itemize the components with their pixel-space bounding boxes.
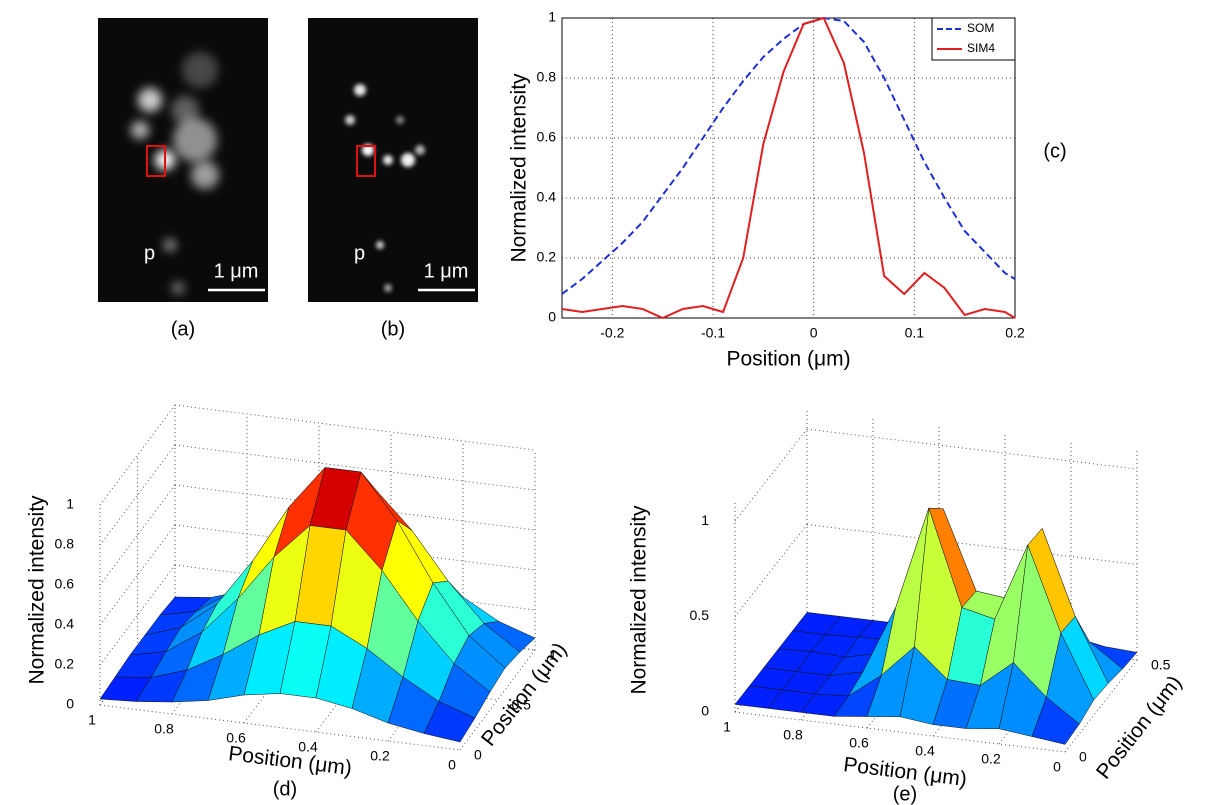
x-tick-label: 0.1 [905,325,925,341]
z-tick-label: 0.6 [55,576,75,592]
y-tick-label: 0 [548,309,556,325]
grid-line [99,704,461,751]
fluorescence-spot [138,88,162,112]
grid-line [174,524,536,571]
legend-label: SOM [967,21,994,35]
y-tick-label: 1 [549,647,557,663]
series-line [561,16,1016,320]
x-tick-label: 0.2 [1005,325,1025,341]
fluorescence-spot [345,115,355,125]
grid-line [734,524,808,617]
panel-label: (a) [171,318,195,340]
roi-box [356,145,376,177]
x-tick-label: 0 [810,325,818,341]
x-tick-label: 1 [88,712,96,728]
x-axis-label: Position (μm) [726,348,850,371]
z-tick-label: 0 [701,703,709,719]
z-tick-label: 1 [66,496,74,512]
scale-bar-label: 1 μm [214,260,259,282]
grid-line [174,564,536,611]
surface-patch [1031,696,1080,745]
y-tick-label: 0.6 [537,129,557,145]
panel-label: (d) [273,778,297,800]
legend-label: SIM4 [967,41,995,55]
x-tick-label: 0.4 [298,739,318,755]
x-tick-label: 0.8 [154,721,174,737]
grid-line [174,444,536,491]
panel-label: (c) [1043,140,1066,162]
y-tick-label: 0.5 [512,697,532,713]
grid-line [734,428,808,522]
panel-label: (e) [893,783,917,805]
z-tick-label: 0.4 [55,616,75,632]
x-tick-label: -0.2 [600,325,624,341]
x-tick-label: 0 [1053,759,1061,775]
z-tick-label: 1 [701,512,709,528]
fluorescence-spot [171,96,199,124]
fluorescence-spot [401,153,415,167]
y-tick-label: 1 [548,9,556,25]
grid-line [459,649,536,751]
y-axis-label: Normalized intensity [508,73,531,263]
fluorescence-spot [191,161,219,189]
grid-line [806,524,1138,566]
x-tick-label: 0.6 [226,730,246,746]
y-tick-label: 0.2 [537,249,557,265]
y-axis-label: Position (μm) [1092,671,1187,783]
grid-line [99,484,176,586]
fluorescence-spot [354,84,366,96]
y-tick-label: 0 [1079,749,1087,765]
y-tick-label: 0.4 [537,189,557,205]
grid-line [174,484,536,531]
x-tick-label: 0.6 [849,735,869,751]
y-tick-label: 0.5 [1151,657,1171,673]
z-tick-label: 0.5 [690,607,710,623]
fluorescence-spot [384,284,392,292]
grid-line [806,428,1138,470]
fluorescence-spot [376,241,384,249]
legend-box [931,17,1016,61]
x-tick-label: 0.8 [783,727,803,743]
fluorescence-spot [131,121,149,139]
x-tick-label: 0.2 [981,751,1001,767]
particle-marker: p [354,242,365,264]
z-tick-label: 0.2 [55,656,75,672]
fluorescence-spot [164,239,176,251]
grid-line [99,444,176,546]
roi-box [146,145,166,177]
x-tick-label: 0.2 [370,748,390,764]
grid-line [174,404,536,451]
x-tick-label: 0.4 [915,743,935,759]
fluorescence-spot [172,282,184,294]
grid-line [99,404,176,506]
fluorescence-spot [396,116,404,124]
particle-marker: p [144,242,155,264]
z-tick-label: 0.8 [55,536,75,552]
x-tick-label: 0 [448,757,456,773]
fluorescence-spot [173,118,217,162]
fluorescence-spot [383,155,393,165]
z-axis-label: Normalized intensity [26,495,49,685]
fluorescence-spot [182,52,218,88]
y-tick-label: 0 [474,747,482,763]
x-tick-label: 1 [723,719,731,735]
panel-label: (b) [381,318,405,340]
surface-patch [423,701,476,743]
z-axis-label: Normalized intensity [628,505,651,695]
grid-line [99,524,176,626]
scale-bar-label: 1 μm [424,260,469,282]
grid-line [99,564,176,666]
series-line [561,16,1016,295]
plot-frame [561,17,1016,319]
x-axis-label: Position (μm) [227,742,353,780]
y-tick-label: 0.8 [537,69,557,85]
x-tick-label: -0.1 [701,325,725,341]
fluorescence-spot [415,145,425,155]
z-tick-label: 0 [66,696,74,712]
